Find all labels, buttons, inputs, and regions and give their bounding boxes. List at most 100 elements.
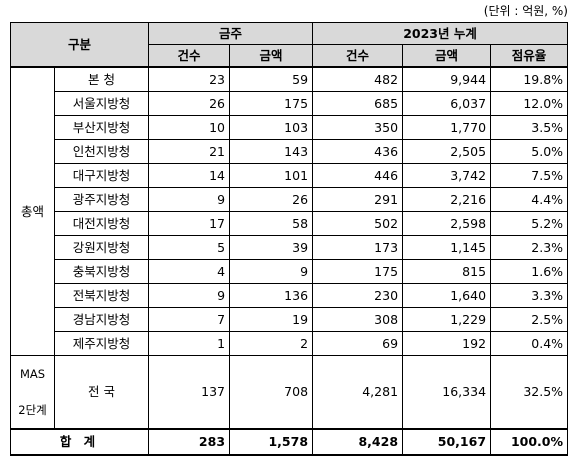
cell-cum-count: 173 — [312, 235, 404, 260]
cell-cum-count: 230 — [312, 283, 404, 308]
cell-share: 19.8% — [490, 66, 569, 92]
stats-table: 구분 금주 2023년 누계 건수 금액 건수 금액 점유율 총액 본 청 23 59… — [9, 22, 569, 456]
header-week: 금주 — [148, 22, 314, 45]
cell-week-count: 21 — [148, 139, 231, 164]
cell-week-count: 4 — [148, 259, 231, 284]
cell-cum-count: 446 — [312, 163, 404, 188]
cell-week-amount: 136 — [229, 283, 314, 308]
region-name: 제주지방청 — [53, 331, 150, 356]
header-cumulative: 2023년 누계 — [312, 22, 569, 45]
cell-cum-amount: 1,770 — [402, 115, 492, 140]
cell-week-count: 17 — [148, 211, 231, 236]
category-total: 총액 — [10, 66, 55, 356]
cell-week-count: 137 — [148, 355, 231, 430]
cell-share: 3.5% — [490, 115, 569, 140]
cell-week-count: 9 — [148, 283, 231, 308]
cell-share: 0.4% — [490, 331, 569, 356]
table-row: 광주지방청 9 26 291 2,216 4.4% — [11, 187, 569, 212]
cell-week-amount: 143 — [229, 139, 314, 164]
cell-cum-count: 175 — [312, 259, 404, 284]
cell-cum-count: 69 — [312, 331, 404, 356]
region-name: 충북지방청 — [53, 259, 150, 284]
cell-cum-count: 482 — [312, 66, 404, 92]
cell-week-count: 26 — [148, 91, 231, 116]
cell-week-amount: 103 — [229, 115, 314, 140]
cell-share: 1.6% — [490, 259, 569, 284]
table-row: 서울지방청 26 175 685 6,037 12.0% — [11, 91, 569, 116]
cell-week-amount: 101 — [229, 163, 314, 188]
cell-cum-count: 502 — [312, 211, 404, 236]
header-share: 점유율 — [490, 44, 569, 68]
cell-cum-count: 4,281 — [312, 355, 404, 430]
cell-week-count: 9 — [148, 187, 231, 212]
cell-week-count: 5 — [148, 235, 231, 260]
unit-note: (단위 : 억원, %) — [483, 4, 568, 18]
cell-week-count: 10 — [148, 115, 231, 140]
cell-week-amount: 9 — [229, 259, 314, 284]
table-row: 인천지방청 21 143 436 2,505 5.0% — [11, 139, 569, 164]
region-name: 인천지방청 — [53, 139, 150, 164]
cell-week-count: 7 — [148, 307, 231, 332]
region-name: 광주지방청 — [53, 187, 150, 212]
cell-week-amount: 175 — [229, 91, 314, 116]
cell-week-amount: 26 — [229, 187, 314, 212]
cell-week-amount: 2 — [229, 331, 314, 356]
cell-cum-count: 350 — [312, 115, 404, 140]
cell-cum-amount: 1,145 — [402, 235, 492, 260]
cell-week-count: 1 — [148, 331, 231, 356]
cell-week-amount: 708 — [229, 355, 314, 430]
header-week-count: 건수 — [148, 44, 231, 68]
cell-week-count: 14 — [148, 163, 231, 188]
cell-share: 2.3% — [490, 235, 569, 260]
cell-cum-amount: 2,505 — [402, 139, 492, 164]
cell-week-amount: 59 — [229, 66, 314, 92]
cell-cum-amount: 192 — [402, 331, 492, 356]
cell-cum-amount: 16,334 — [402, 355, 492, 430]
header-category: 구분 — [9, 22, 150, 68]
header-cum-amount: 금액 — [402, 44, 492, 68]
category-mas: MAS 2단계 — [10, 355, 55, 430]
region-name: 전북지방청 — [53, 283, 150, 308]
region-name: 서울지방청 — [53, 91, 150, 116]
table-row: 전북지방청 9 136 230 1,640 3.3% — [11, 283, 569, 308]
cell-cum-count: 291 — [312, 187, 404, 212]
table-row: 부산지방청 10 103 350 1,770 3.5% — [11, 115, 569, 140]
table-row: 총액 본 청 23 59 482 9,944 19.8% — [10, 66, 569, 356]
cell-cum-amount: 9,944 — [402, 66, 492, 92]
header-cum-count: 건수 — [312, 44, 404, 68]
cell-cum-amount: 1,640 — [402, 283, 492, 308]
table-row: 대구지방청 14 101 446 3,742 7.5% — [11, 163, 569, 188]
cell-cum-amount: 2,598 — [402, 211, 492, 236]
cell-cum-amount: 815 — [402, 259, 492, 284]
table-row: 제주지방청 1 2 69 192 0.4% — [11, 331, 569, 356]
cell-cum-amount: 3,742 — [402, 163, 492, 188]
cell-cum-amount: 1,229 — [402, 307, 492, 332]
cell-cum-amount: 6,037 — [402, 91, 492, 116]
table-row: 충북지방청 4 9 175 815 1.6% — [11, 259, 569, 284]
region-name: 강원지방청 — [53, 235, 150, 260]
region-name: 전 국 — [53, 355, 150, 430]
cell-share: 2.5% — [490, 307, 569, 332]
cell-cum-amount: 2,216 — [402, 187, 492, 212]
region-name: 부산지방청 — [53, 115, 150, 140]
cell-share: 5.2% — [490, 211, 569, 236]
region-name: 대전지방청 — [53, 211, 150, 236]
cell-share: 4.4% — [490, 187, 569, 212]
cell-share: 32.5% — [490, 355, 569, 430]
cell-cum-count: 308 — [312, 307, 404, 332]
category-mas-line2: 2단계 — [18, 403, 47, 417]
table-row: 경남지방청 7 19 308 1,229 2.5% — [11, 307, 569, 332]
cell-week-amount: 19 — [229, 307, 314, 332]
table-row: 대전지방청 17 58 502 2,598 5.2% — [11, 211, 569, 236]
table-row-national: MAS 2단계 전 국 137 708 4,281 16,334 32.5% — [10, 355, 569, 430]
category-mas-line1: MAS — [19, 367, 46, 381]
cell-share: 5.0% — [490, 139, 569, 164]
region-name: 경남지방청 — [53, 307, 150, 332]
cell-share: 3.3% — [490, 283, 569, 308]
cell-share: 7.5% — [490, 163, 569, 188]
cell-week-count: 23 — [148, 66, 231, 92]
region-name: 본 청 — [53, 66, 150, 92]
cell-week-amount: 39 — [229, 235, 314, 260]
cell-cum-count: 685 — [312, 91, 404, 116]
region-name: 대구지방청 — [53, 163, 150, 188]
